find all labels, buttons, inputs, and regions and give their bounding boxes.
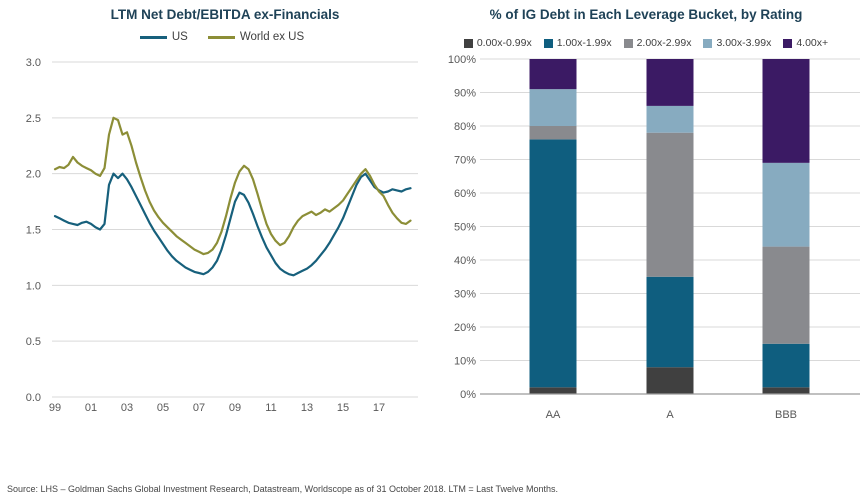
legend-label: World ex US [239,31,305,43]
left-x-tick-label: 07 [193,402,205,414]
right-y-tick-label: 90% [454,88,476,100]
legend-item-0-00x-0-99x: 0.00x-0.99x [463,37,532,49]
leverage-bar-chart-panel: % of IG Debt in Each Leverage Bucket, by… [430,0,862,455]
left-x-tick-label: 01 [85,402,97,414]
bar-segment-a-1-00x-1-99x [646,276,694,368]
bar-segment-a-4-00x [646,59,694,106]
right-y-tick-label: 80% [454,121,476,133]
left-x-tick-label: 11 [265,402,276,414]
bar-category-label-bbb: BBB [775,409,797,421]
right-y-tick-label: 10% [454,356,476,368]
right-y-tick-label: 50% [454,222,476,234]
leverage-bar-chart: 100%90%80%70%60%50%40%30%20%10%0%AA A BBB [448,54,860,421]
bar-segment-bbb-4-00x [762,59,810,163]
left-y-tick-label: 1.0 [26,280,41,292]
bar-segment-aa-1-00x-1-99x [529,139,577,388]
legend-label: 2.00x-2.99x [636,37,692,49]
ltm-line-chart: 3.0 2.5 2.0 1.5 1.0 0.5 0.0 99 01 03 05 07 09 11 13 15 1… [26,57,418,414]
world-ex-us-line-swatch [207,35,235,39]
right-chart-title: % of IG Debt in Each Leverage Bucket, by… [489,7,803,22]
left-x-tick-label: 09 [229,402,241,414]
legend-label: 4.00x+ [796,37,829,49]
left-chart-legend: US World ex US [0,31,430,43]
right-y-tick-label: 40% [454,255,476,267]
1-00x-1-99x-square-swatch [543,38,553,48]
left-x-tick-label: 15 [337,402,349,414]
legend-label: 1.00x-1.99x [556,37,612,49]
left-x-tick-label: 13 [301,402,313,414]
bar-category-label-a: A [666,409,674,421]
0-00x-0-99x-square-swatch [463,38,473,48]
left-x-tick-label: 05 [157,402,169,414]
right-y-tick-label: 30% [454,289,476,301]
left-y-tick-label: 0.0 [26,392,41,404]
left-x-tick-label: 17 [373,402,385,414]
right-chart-legend: 0.00x-0.99x 1.00x-1.99x 2.00x-2.99x 3.00x-3… [430,37,862,49]
left-y-tick-label: 1.5 [26,225,41,237]
3-00x-3-99x-square-swatch [703,38,713,48]
legend-item-3-00x-3-99x: 3.00x-3.99x [703,37,771,49]
right-y-tick-label: 70% [454,155,476,167]
bar-segment-a-3-00x-3-99x [646,105,694,133]
bar-segment-aa-2-00x-2-99x [529,126,577,140]
bar-segment-bbb-3-00x-3-99x [762,162,810,247]
bar-segment-a-2-00x-2-99x [646,132,694,277]
bar-segment-aa-4-00x [529,59,577,90]
left-y-tick-label: 0.5 [26,336,41,348]
2-00x-2-99x-square-swatch [623,38,633,48]
legend-item-1-00x-1-99x: 1.00x-1.99x [543,37,612,49]
legend-label: 0.00x-0.99x [476,37,532,49]
4-00x-square-swatch [783,38,793,48]
right-y-tick-label: 60% [454,188,476,200]
left-chart-title: LTM Net Debt/EBITDA ex-Financials [110,7,340,22]
bar-category-label-aa: AA [546,409,561,421]
left-x-tick-label: 99 [49,402,61,414]
left-y-tick-label: 2.0 [26,169,41,181]
source-note: Source: LHS – Goldman Sachs Global Inves… [7,457,857,503]
bar-segment-bbb-1-00x-1-99x [762,343,810,388]
right-y-tick-label: 100% [448,54,476,66]
right-y-tick-label: 20% [454,322,476,334]
bar-segment-bbb-0-00x-0-99x [762,387,810,394]
us-line-swatch [139,35,167,39]
legend-label: US [171,31,188,43]
left-x-tick-label: 03 [121,402,133,414]
bar-segment-a-0-00x-0-99x [646,367,694,394]
legend-item-world-ex-us: World ex US [207,31,305,43]
bar-segment-aa-3-00x-3-99x [529,89,577,126]
bar-segment-aa-0-00x-0-99x [529,387,577,394]
line-series-world-ex-us [53,116,412,256]
legend-item-us: US [139,31,188,43]
right-y-tick-label: 0% [460,389,476,401]
source-line-1: Source: LHS – Goldman Sachs Global Inves… [7,484,559,494]
line-series-us [53,172,412,277]
ltm-line-chart-panel: LTM Net Debt/EBITDA ex-Financials US Worl… [0,0,430,455]
legend-label: 3.00x-3.99x [716,37,772,49]
bar-segment-bbb-2-00x-2-99x [762,246,810,344]
legend-item-4-00x: 4.00x+ [783,37,828,49]
left-y-tick-label: 2.5 [26,113,41,125]
legend-item-2-00x-2-99x: 2.00x-2.99x [623,37,692,49]
left-y-tick-label: 3.0 [26,57,41,69]
